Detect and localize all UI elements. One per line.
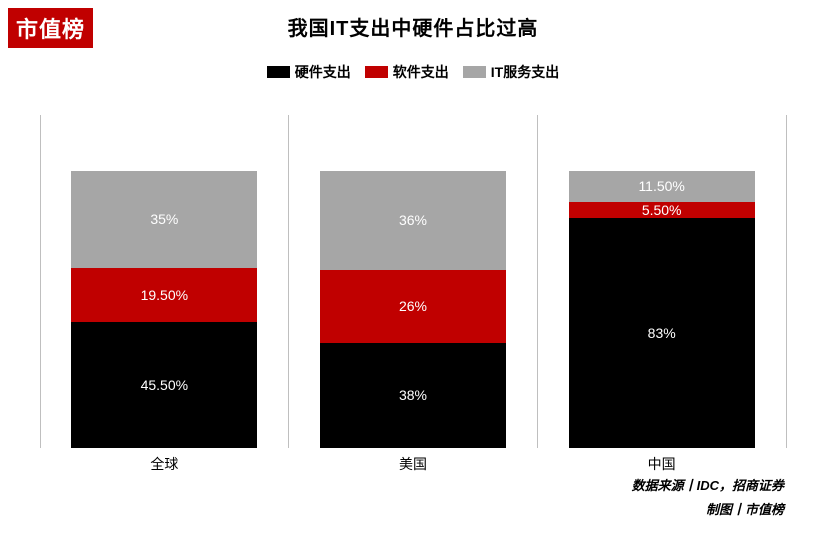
source-attribution: 数据来源丨IDC，招商证券 制图丨市值榜 bbox=[632, 474, 784, 521]
bar-segment-services: 35% bbox=[71, 171, 257, 268]
bar-segment-software: 5.50% bbox=[569, 202, 755, 217]
bar-segment-hardware: 38% bbox=[320, 343, 506, 448]
legend-label-software: 软件支出 bbox=[393, 62, 449, 82]
legend-item-services: IT服务支出 bbox=[463, 62, 559, 82]
bar-segment-services: 11.50% bbox=[569, 171, 755, 203]
plot-area: 45.50%19.50%35%全球38%26%36%美国83%5.50%11.5… bbox=[40, 115, 786, 448]
legend-item-software: 软件支出 bbox=[365, 62, 449, 82]
bar-group: 38%26%36%美国 bbox=[288, 115, 538, 448]
bar-segment-software: 26% bbox=[320, 270, 506, 342]
source-line-credit: 制图丨市值榜 bbox=[632, 498, 784, 521]
legend-item-hardware: 硬件支出 bbox=[267, 62, 351, 82]
bar-stack: 45.50%19.50%35% bbox=[71, 171, 257, 448]
x-axis-label: 美国 bbox=[399, 454, 427, 474]
bar-stack: 38%26%36% bbox=[320, 171, 506, 448]
bar-group: 83%5.50%11.50%中国 bbox=[537, 115, 787, 448]
legend: 硬件支出 软件支出 IT服务支出 bbox=[0, 62, 826, 82]
legend-label-hardware: 硬件支出 bbox=[295, 62, 351, 82]
bar-segment-software: 19.50% bbox=[71, 268, 257, 322]
bar-segment-hardware: 45.50% bbox=[71, 322, 257, 448]
legend-swatch-software bbox=[365, 66, 388, 78]
bar-group: 45.50%19.50%35%全球 bbox=[40, 115, 290, 448]
legend-swatch-services bbox=[463, 66, 486, 78]
bar-stack: 83%5.50%11.50% bbox=[569, 171, 755, 448]
x-axis-label: 中国 bbox=[648, 454, 676, 474]
source-line-data: 数据来源丨IDC，招商证券 bbox=[632, 474, 784, 497]
legend-swatch-hardware bbox=[267, 66, 290, 78]
bar-segment-hardware: 83% bbox=[569, 218, 755, 448]
bar-segment-services: 36% bbox=[320, 171, 506, 271]
x-axis-label: 全球 bbox=[150, 454, 178, 474]
chart-title: 我国IT支出中硬件占比过高 bbox=[0, 12, 826, 41]
legend-label-services: IT服务支出 bbox=[491, 62, 559, 82]
